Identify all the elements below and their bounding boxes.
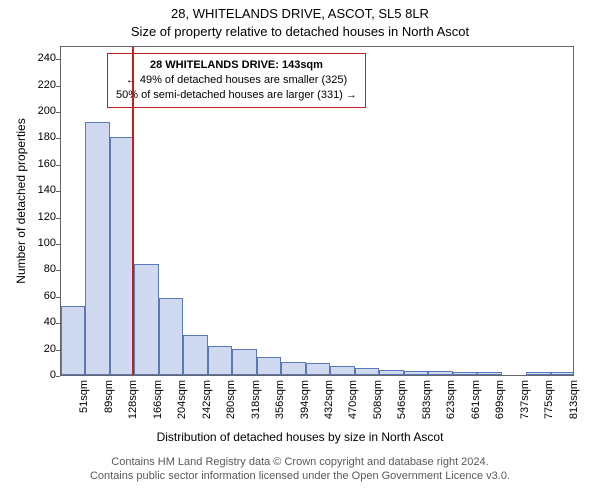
histogram-bar [330,366,354,375]
histogram-bar [134,264,158,375]
x-tick-label: 432sqm [323,380,335,428]
footer-line-2: Contains public sector information licen… [0,470,600,482]
x-tick-label: 394sqm [299,380,311,428]
annotation-line-3: 50% of semi-detached houses are larger (… [116,88,357,103]
y-tick-label: 20 [30,343,56,355]
reference-line [132,46,134,375]
x-tick-label: 242sqm [201,380,213,428]
x-tick-label: 583sqm [421,380,433,428]
y-tick-mark [56,218,60,219]
histogram-bar [208,346,232,375]
y-tick-mark [56,297,60,298]
x-tick-label: 623sqm [445,380,457,428]
y-axis-label: Number of detached properties [14,101,28,301]
y-tick-mark [56,138,60,139]
histogram-bar [159,298,183,375]
x-tick-label: 356sqm [274,380,286,428]
y-tick-label: 100 [30,237,56,249]
y-tick-label: 240 [30,52,56,64]
y-tick-mark [56,59,60,60]
histogram-bar [404,371,428,375]
histogram-bar [232,349,256,375]
histogram-bar [428,371,452,375]
y-tick-label: 0 [30,369,56,381]
y-tick-label: 80 [30,263,56,275]
x-tick-label: 318sqm [250,380,262,428]
y-tick-mark [56,191,60,192]
y-tick-label: 180 [30,131,56,143]
histogram-bar [306,363,330,375]
x-tick-label: 775sqm [543,380,555,428]
y-tick-mark [56,86,60,87]
x-axis-label: Distribution of detached houses by size … [0,430,600,444]
x-tick-label: 737sqm [519,380,531,428]
y-tick-mark [56,112,60,113]
x-tick-label: 546sqm [396,380,408,428]
histogram-bar [85,122,109,375]
histogram-bar [355,368,379,375]
x-tick-label: 280sqm [225,380,237,428]
chart-supertitle: 28, WHITELANDS DRIVE, ASCOT, SL5 8LR [0,6,600,21]
histogram-bar [453,372,477,375]
y-tick-label: 60 [30,290,56,302]
y-tick-label: 220 [30,79,56,91]
histogram-bar [477,372,501,375]
x-tick-label: 699sqm [494,380,506,428]
x-tick-label: 470sqm [347,380,359,428]
x-tick-label: 166sqm [152,380,164,428]
histogram-bar [110,137,134,375]
y-tick-mark [56,165,60,166]
x-tick-label: 813sqm [568,380,580,428]
histogram-bar [551,372,574,375]
histogram-bar [379,370,403,375]
y-tick-label: 140 [30,184,56,196]
y-tick-mark [56,323,60,324]
x-tick-label: 661sqm [470,380,482,428]
plot-area: 28 WHITELANDS DRIVE: 143sqm ← 49% of det… [60,46,574,376]
histogram-bar [257,357,281,375]
y-tick-label: 200 [30,105,56,117]
annotation-line-1: 28 WHITELANDS DRIVE: 143sqm [116,58,357,73]
x-tick-label: 204sqm [176,380,188,428]
y-tick-mark [56,350,60,351]
histogram-bar [61,306,85,375]
x-tick-label: 51sqm [78,380,90,428]
histogram-bar [526,372,550,375]
y-tick-label: 40 [30,316,56,328]
x-tick-label: 89sqm [103,380,115,428]
y-tick-label: 120 [30,211,56,223]
x-tick-label: 128sqm [127,380,139,428]
annotation-box: 28 WHITELANDS DRIVE: 143sqm ← 49% of det… [107,53,366,108]
y-tick-mark [56,270,60,271]
y-tick-label: 160 [30,158,56,170]
y-tick-mark [56,244,60,245]
annotation-line-2: ← 49% of detached houses are smaller (32… [116,73,357,88]
chart-wrapper: 28, WHITELANDS DRIVE, ASCOT, SL5 8LR Siz… [0,0,600,500]
y-tick-mark [56,376,60,377]
chart-title: Size of property relative to detached ho… [0,24,600,39]
x-tick-label: 508sqm [372,380,384,428]
histogram-bar [281,362,305,375]
footer-line-1: Contains HM Land Registry data © Crown c… [0,456,600,468]
histogram-bar [183,335,207,375]
